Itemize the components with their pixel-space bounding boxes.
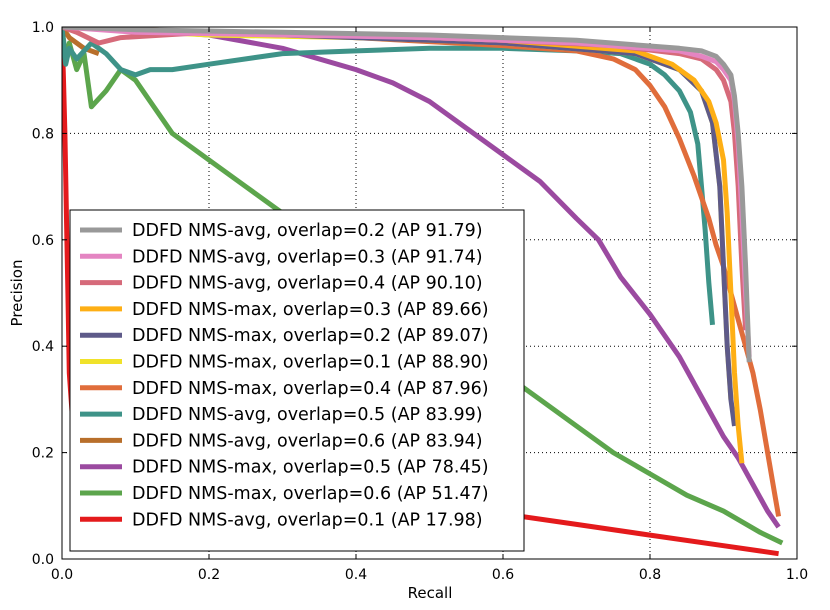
y-tick-label: 0.6: [32, 233, 54, 249]
series-line: [62, 27, 749, 331]
series-line: [62, 27, 752, 363]
legend-label: DDFD NMS-max, overlap=0.3 (AP 89.66): [132, 300, 489, 320]
legend-label: DDFD NMS-max, overlap=0.5 (AP 78.45): [132, 458, 489, 478]
y-tick-label: 0.8: [32, 126, 54, 142]
legend-label: DDFD NMS-avg, overlap=0.1 (AP 17.98): [132, 510, 483, 530]
legend-label: DDFD NMS-max, overlap=0.4 (AP 87.96): [132, 379, 489, 399]
x-axis-label: Recall: [408, 584, 453, 602]
x-tick-label: 0.0: [51, 567, 73, 583]
legend-label: DDFD NMS-avg, overlap=0.5 (AP 83.99): [132, 405, 483, 425]
legend: DDFD NMS-avg, overlap=0.2 (AP 91.79) DDFD…: [69, 209, 525, 552]
legend-label: DDFD NMS-avg, overlap=0.3 (AP 91.74): [132, 247, 483, 267]
y-tick-label: 0.4: [32, 339, 54, 355]
x-tick-label: 0.4: [345, 567, 367, 583]
legend-label: DDFD NMS-avg, overlap=0.2 (AP 91.79): [132, 221, 483, 241]
series-line: [62, 27, 781, 529]
x-tick-label: 0.2: [198, 567, 220, 583]
plot-frame: [61, 26, 798, 560]
x-tick-label: 0.6: [492, 567, 514, 583]
legend-box: [69, 209, 525, 552]
legend-label: DDFD NMS-avg, overlap=0.6 (AP 83.94): [132, 431, 483, 451]
x-tick-label: 0.8: [639, 567, 661, 583]
ticks: 0.0 0.2 0.4 0.6 0.8 1.0 0.0 0.2 0.4 0.6 0.8 1.0: [32, 20, 808, 583]
legend-label: DDFD NMS-max, overlap=0.2 (AP 89.07): [132, 326, 489, 346]
y-tick-label: 1.0: [32, 20, 54, 36]
legend-label: DDFD NMS-avg, overlap=0.4 (AP 90.10): [132, 274, 483, 294]
x-tick-label: 1.0: [786, 567, 808, 583]
series-group: [62, 27, 784, 557]
y-tick-label: 0.0: [32, 552, 54, 568]
y-axis-label: Precision: [8, 260, 26, 327]
y-tick-label: 0.2: [32, 446, 54, 462]
legend-label: DDFD NMS-max, overlap=0.1 (AP 88.90): [132, 353, 489, 373]
series-line: [62, 27, 100, 56]
series-line: [62, 27, 715, 326]
legend-label: DDFD NMS-max, overlap=0.6 (AP 51.47): [132, 484, 489, 504]
